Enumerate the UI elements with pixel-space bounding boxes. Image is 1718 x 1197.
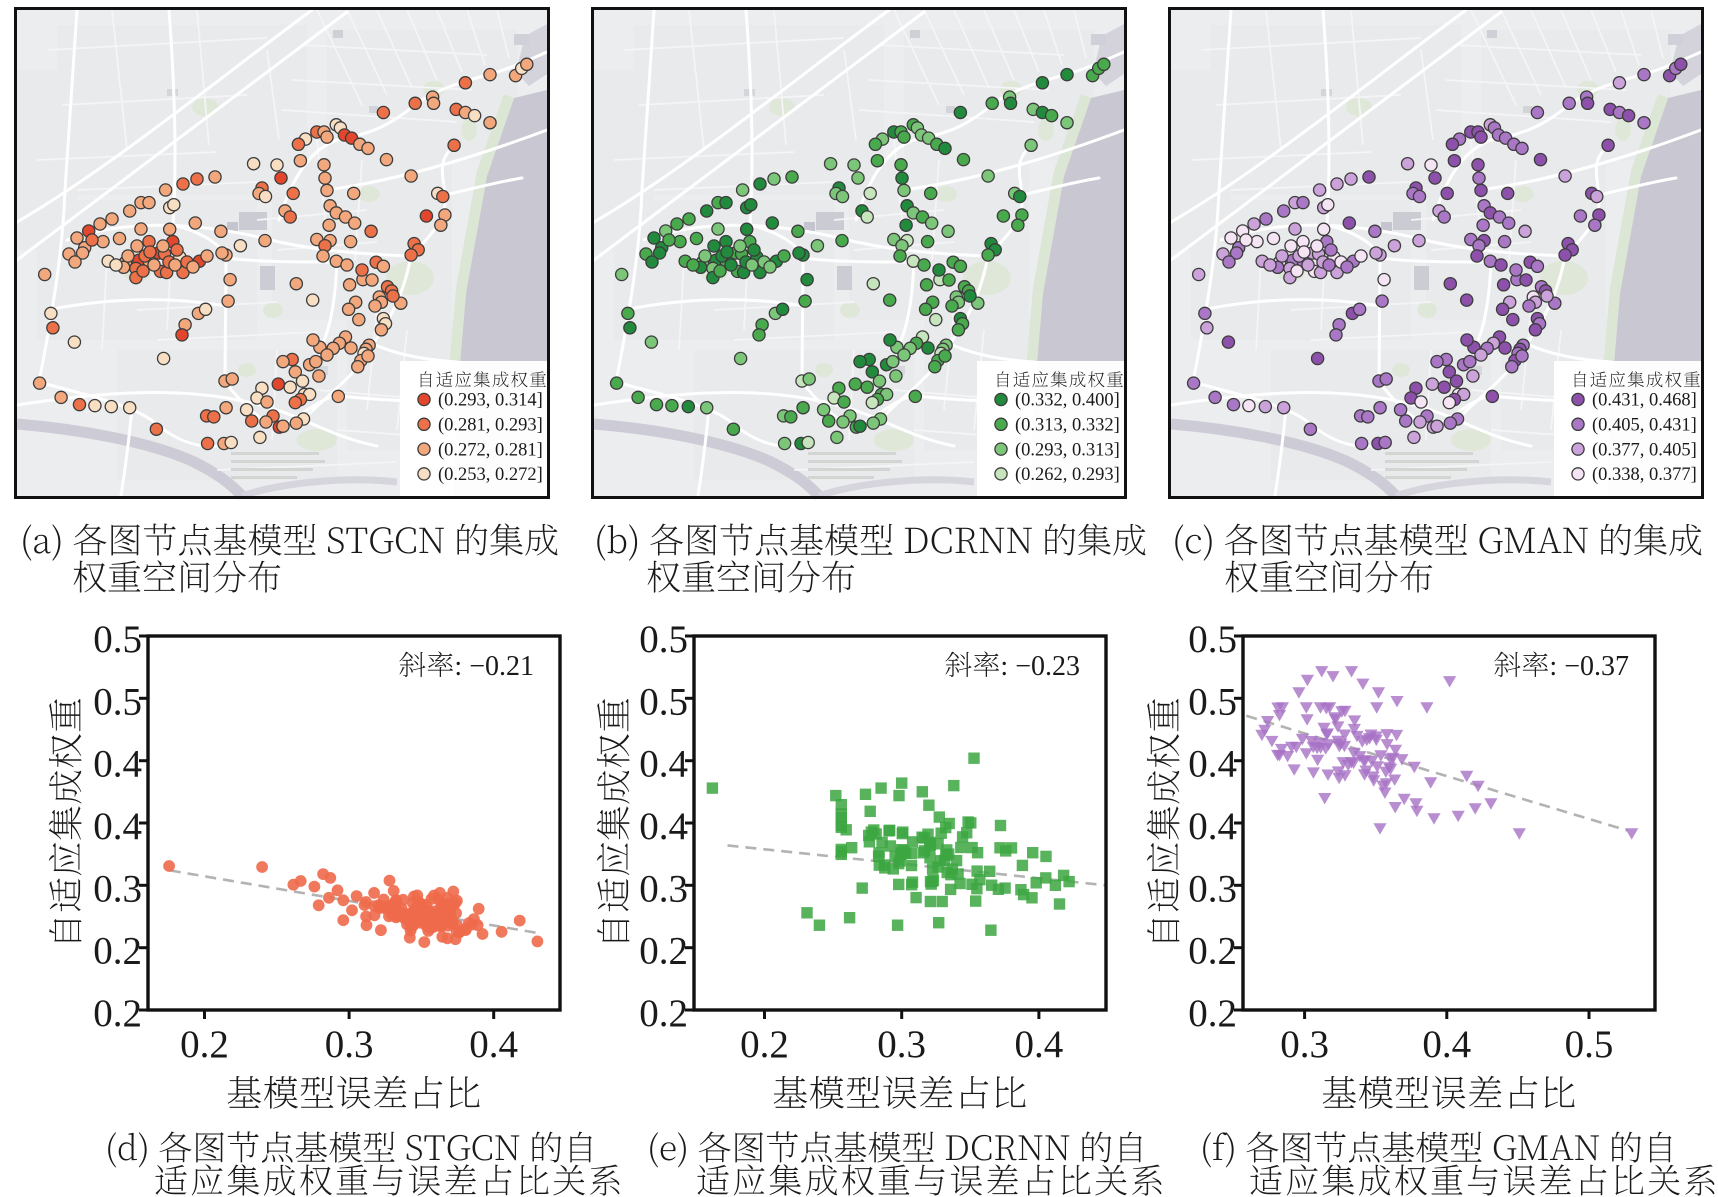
svg-text:0.4: 0.4	[1188, 805, 1237, 848]
svg-text:0.5: 0.5	[639, 680, 688, 723]
svg-text:0.3: 0.3	[93, 867, 142, 910]
svg-text:0.5: 0.5	[1188, 680, 1237, 723]
svg-text:(0.262,: (0.262,	[1015, 465, 1067, 485]
svg-text:−0.37: −0.37	[1564, 651, 1629, 682]
svg-text:(0.338,: (0.338,	[1592, 465, 1644, 485]
svg-text:0.2: 0.2	[639, 992, 688, 1035]
svg-text:0.4: 0.4	[1015, 1023, 1064, 1066]
svg-text:(0.377,: (0.377,	[1592, 440, 1644, 460]
svg-text:0.2: 0.2	[93, 992, 142, 1035]
svg-text:0.2: 0.2	[180, 1023, 229, 1066]
svg-text:0.3: 0.3	[1280, 1023, 1329, 1066]
svg-text:0.293]: 0.293]	[495, 416, 543, 436]
svg-text:0.332]: 0.332]	[1072, 416, 1120, 436]
svg-text:0.5: 0.5	[1188, 618, 1237, 661]
svg-text:0.4: 0.4	[639, 805, 688, 848]
svg-text:(0.313,: (0.313,	[1015, 416, 1067, 436]
svg-text:(0.431,: (0.431,	[1592, 391, 1644, 411]
svg-text:0.281]: 0.281]	[495, 440, 543, 460]
svg-text:0.377]: 0.377]	[1649, 465, 1697, 485]
svg-text:0.4: 0.4	[469, 1023, 518, 1066]
svg-text:0.4: 0.4	[639, 743, 688, 786]
svg-text:0.3: 0.3	[325, 1023, 374, 1066]
svg-text:0.4: 0.4	[93, 743, 142, 786]
svg-text::: :	[1000, 651, 1008, 682]
svg-text:0.5: 0.5	[93, 680, 142, 723]
svg-text:(0.272,: (0.272,	[438, 440, 490, 460]
svg-text::: :	[454, 651, 462, 682]
svg-text:0.3: 0.3	[1188, 867, 1237, 910]
svg-text:−0.23: −0.23	[1015, 651, 1080, 682]
svg-text:(0.405,: (0.405,	[1592, 416, 1644, 436]
svg-text:0.3: 0.3	[877, 1023, 926, 1066]
svg-text:0.405]: 0.405]	[1649, 440, 1697, 460]
svg-text:0.5: 0.5	[1565, 1023, 1614, 1066]
svg-text:0.272]: 0.272]	[495, 465, 543, 485]
svg-text:0.400]: 0.400]	[1072, 391, 1120, 411]
svg-text:(0.332,: (0.332,	[1015, 391, 1067, 411]
svg-text:0.5: 0.5	[93, 618, 142, 661]
svg-text:0.2: 0.2	[1188, 930, 1237, 973]
svg-text:0.431]: 0.431]	[1649, 416, 1697, 436]
svg-text:(0.293,: (0.293,	[1015, 440, 1067, 460]
svg-text:0.3: 0.3	[639, 867, 688, 910]
svg-text:0.2: 0.2	[740, 1023, 789, 1066]
svg-text:0.2: 0.2	[639, 930, 688, 973]
svg-text:(0.293,: (0.293,	[438, 391, 490, 411]
svg-text:0.293]: 0.293]	[1072, 465, 1120, 485]
svg-text:0.5: 0.5	[639, 618, 688, 661]
svg-text:0.4: 0.4	[93, 805, 142, 848]
svg-text:0.2: 0.2	[93, 930, 142, 973]
svg-text::: :	[1549, 651, 1557, 682]
svg-text:0.4: 0.4	[1422, 1023, 1471, 1066]
svg-text:−0.21: −0.21	[469, 651, 534, 682]
svg-text:0.313]: 0.313]	[1072, 440, 1120, 460]
svg-text:(0.253,: (0.253,	[438, 465, 490, 485]
svg-text:0.314]: 0.314]	[495, 391, 543, 411]
svg-text:0.4: 0.4	[1188, 743, 1237, 786]
svg-text:(0.281,: (0.281,	[438, 416, 490, 436]
svg-text:0.468]: 0.468]	[1649, 391, 1697, 411]
svg-text:0.2: 0.2	[1188, 992, 1237, 1035]
